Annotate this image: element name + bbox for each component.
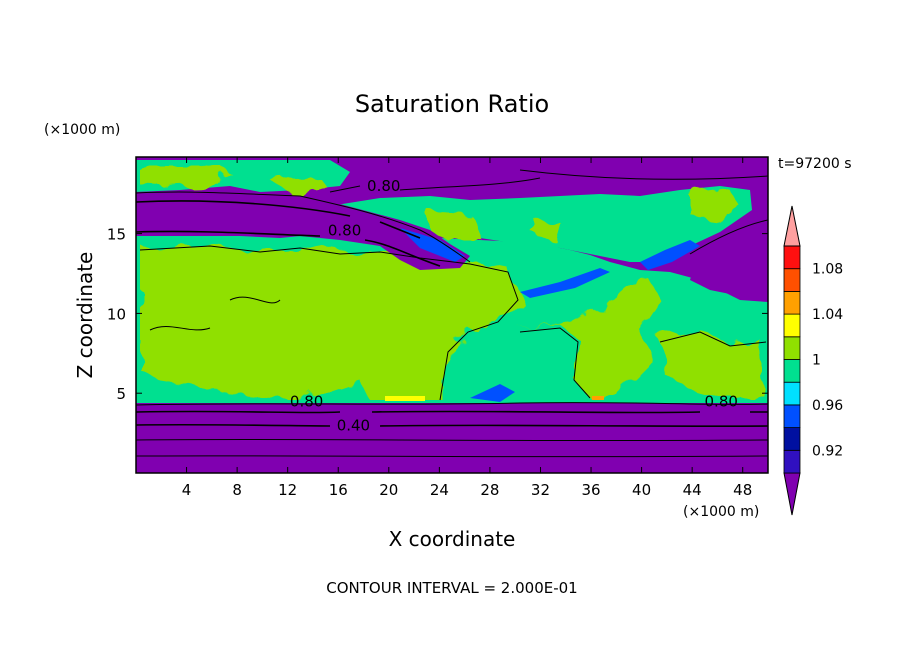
z-tick-label: 10 (107, 305, 126, 323)
contour-line (519, 169, 768, 180)
contour-label: 0.80 (705, 392, 738, 410)
contour-line (136, 438, 768, 442)
blue-streak (640, 240, 700, 270)
colorbar-tick-label: 1.08 (812, 262, 843, 278)
colorbar-band (783, 381, 801, 406)
plot-frame (135, 156, 769, 474)
colorbar-tick-label: 1 (812, 353, 821, 369)
colorbar-band (783, 245, 801, 270)
contour-line (329, 177, 541, 193)
colorbar-tick-label: 0.92 (812, 443, 843, 459)
x-tick-label: 20 (379, 481, 398, 499)
chart-title: Saturation Ratio (355, 90, 549, 118)
contour-line (659, 331, 767, 347)
x-axis-unit: (×1000 m) (683, 504, 759, 520)
blue-streak (520, 268, 610, 298)
z-axis-title: Z coordinate (73, 252, 97, 379)
contour-line (689, 219, 768, 255)
contour-label: 0.40 (337, 416, 370, 434)
upper-dry-right (690, 220, 768, 300)
x-tick-label: 40 (632, 481, 651, 499)
colorbar-band (783, 427, 801, 451)
lime-blob (140, 165, 230, 188)
lime-blob (270, 178, 330, 194)
colorbar-band (783, 404, 801, 428)
x-tick-label: 32 (531, 481, 550, 499)
lime-blob (535, 220, 560, 240)
x-tick-label: 24 (430, 481, 449, 499)
orange-patch (592, 396, 604, 400)
contour-line (136, 230, 441, 267)
contour-line (136, 455, 768, 458)
saturation-field (136, 157, 768, 473)
colorbar-band (783, 290, 801, 315)
z-axis-ticks: 5 10 15 (107, 226, 768, 403)
contour-line (139, 245, 519, 401)
yellow-patch (385, 396, 425, 401)
colorbar-band (783, 359, 801, 383)
contour-lines (136, 169, 768, 458)
contour-line (519, 327, 591, 399)
top-dry-right (520, 160, 768, 188)
contour-line (136, 200, 421, 239)
x-tick-label: 4 (182, 481, 192, 499)
contour-line (136, 191, 471, 263)
colorbar-band (783, 336, 801, 360)
colorbar-tick-label: 1.04 (812, 307, 843, 323)
x-tick-label: 12 (278, 481, 297, 499)
colorbar-band (783, 268, 801, 292)
x-tick-label: 48 (733, 481, 752, 499)
x-tick-label: 8 (232, 481, 242, 499)
x-axis-title: X coordinate (389, 527, 516, 551)
colorbar-band (783, 313, 801, 338)
contour-interval-note: CONTOUR INTERVAL = 2.000E-01 (326, 579, 577, 597)
x-tick-label: 28 (480, 481, 499, 499)
z-tick-label: 5 (116, 385, 126, 403)
blue-streak (470, 384, 515, 402)
lime-blob (660, 330, 766, 398)
lime-blob (520, 280, 660, 398)
lime-blob (430, 212, 480, 242)
time-label: t=97200 s (778, 156, 852, 172)
colorbar-band (783, 449, 801, 474)
contour-line (149, 296, 281, 331)
lower-dry-layer (136, 403, 768, 473)
contour-line (136, 423, 768, 428)
x-tick-label: 16 (329, 481, 348, 499)
x-tick-label: 36 (581, 481, 600, 499)
contour-labels: 0.80 0.80 0.80 0.80 0.40 (290, 177, 738, 434)
z-tick-label: 15 (107, 226, 126, 244)
upper-dry-band (136, 190, 470, 270)
lime-regions (140, 165, 766, 400)
contour-label: 0.80 (328, 222, 361, 240)
contour-line (136, 410, 768, 414)
contour-line (136, 402, 768, 406)
lime-blob (140, 242, 520, 400)
x-tick-label: 44 (683, 481, 702, 499)
lime-blob (690, 190, 740, 222)
colorbar-extend-high (783, 205, 801, 247)
contour-label: 0.80 (290, 392, 323, 410)
colorbar-extend-low (783, 472, 801, 516)
x-axis-ticks: 4 8 12 16 20 24 28 32 36 40 44 48 (182, 157, 752, 499)
z-axis-unit: (×1000 m) (44, 122, 120, 138)
colorbar-tick-label: 0.96 (812, 398, 843, 414)
contour-label: 0.80 (367, 177, 400, 195)
colorbar: 0.92 0.96 1 1.04 1.08 (783, 205, 843, 516)
